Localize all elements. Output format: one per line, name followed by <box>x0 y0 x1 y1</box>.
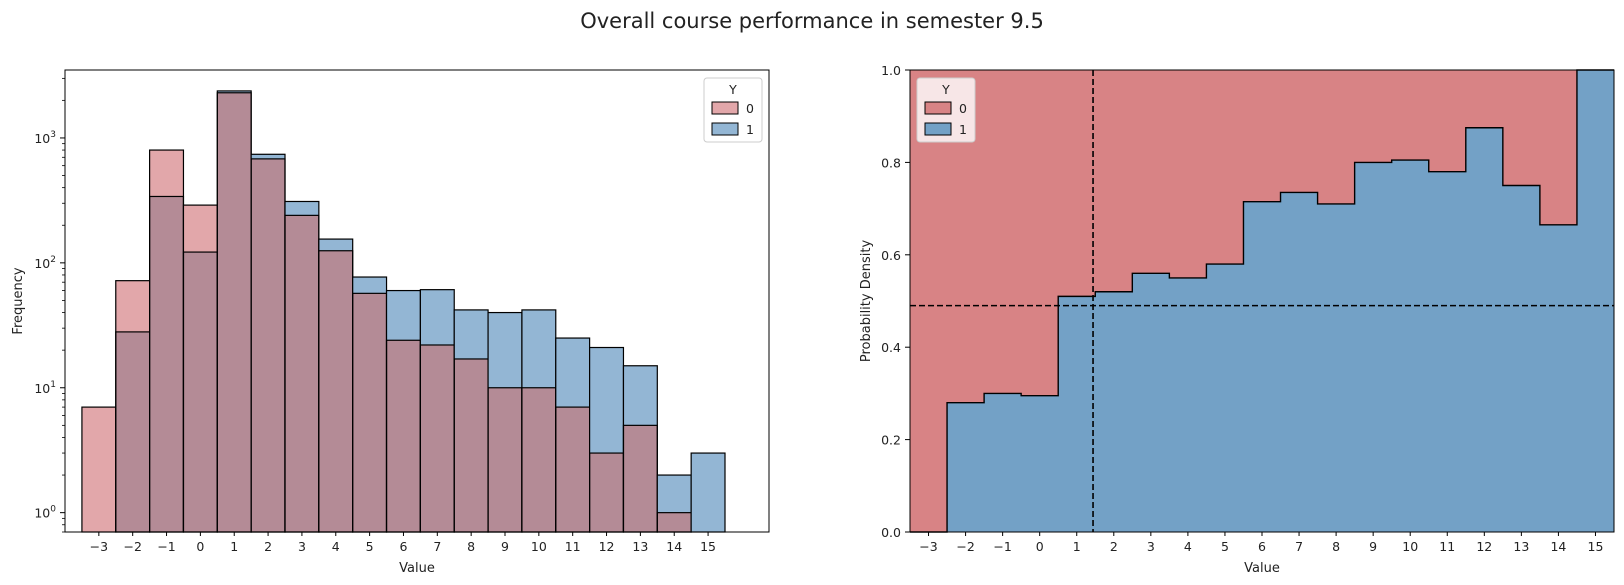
probability-x-tick-label: 15 <box>1588 539 1604 554</box>
histogram-bar-dominant <box>691 453 725 532</box>
probability-x-tick-label: 7 <box>1295 539 1303 554</box>
probability-x-axis-label: Value <box>1244 561 1280 576</box>
histogram-x-tick-label: 6 <box>399 539 407 554</box>
histogram-bar-overlap <box>149 196 184 532</box>
probability-fills <box>910 69 1614 533</box>
histogram-bar-overlap <box>251 158 285 532</box>
histogram-y-tick-label: 101 <box>34 380 56 396</box>
histogram-bar-overlap <box>217 92 252 532</box>
histogram-x-tick-label: −1 <box>157 539 175 554</box>
histogram-legend-label-0: 0 <box>746 101 754 116</box>
histogram-x-tick-label: 2 <box>264 539 272 554</box>
histogram-x-tick-label: 8 <box>467 539 475 554</box>
histogram-x-tick-label: 0 <box>196 539 204 554</box>
probability-y-tick-label: 1.0 <box>881 63 901 78</box>
histogram-bar-overlap <box>454 358 489 532</box>
histogram-legend-swatch-1 <box>711 122 739 136</box>
histogram-bar-overlap <box>386 340 421 532</box>
probability-y-axis-label: Probability Density <box>859 240 874 363</box>
histogram-bar-overlap <box>318 250 353 532</box>
probability-y-tick-label: 0.0 <box>881 525 901 540</box>
probability-y-tick-label: 0.8 <box>881 155 901 170</box>
probability-x-tick-label: −1 <box>993 539 1011 554</box>
histogram-x-tick-label: 13 <box>632 539 648 554</box>
histogram-bar-dominant <box>81 407 116 532</box>
probability-x-tick-label: 3 <box>1147 539 1155 554</box>
probability-x-tick-label: 9 <box>1369 539 1377 554</box>
probability-x-tick-label: 2 <box>1110 539 1118 554</box>
probability-reference-lines <box>910 70 1614 532</box>
probability-y-tick-label: 0.2 <box>881 433 901 448</box>
probability-panel: −3 −2 −1 0 1 2 3 4 5 6 7 8 9 10 11 12 13 14 15 0.00.20.40.… <box>859 63 1615 576</box>
probability-legend-title: Y <box>941 82 950 97</box>
probability-x-tick-label: 13 <box>1513 539 1529 554</box>
probability-x-tick-label: 11 <box>1439 539 1455 554</box>
histogram-panel: −3 −2 −1 0 1 2 3 4 5 6 7 8 9 10 11 12 13 14 15 10010110210… <box>11 69 770 576</box>
histogram-axes-frame <box>64 69 770 533</box>
histogram-x-tick-label: 10 <box>531 539 547 554</box>
probability-x-tick-label: 8 <box>1332 539 1340 554</box>
histogram-bar-overlap <box>285 215 319 532</box>
histogram-x-tick-label: 14 <box>666 539 682 554</box>
histogram-legend-title: Y <box>728 82 737 97</box>
histogram-x-tick-label: −3 <box>90 539 108 554</box>
histogram-x-tick-label: 11 <box>565 539 581 554</box>
probability-y-tick-label: 0.6 <box>881 248 901 263</box>
histogram-bar-overlap <box>657 512 692 532</box>
histogram-x-tick-label: 3 <box>298 539 306 554</box>
histogram-bar-overlap <box>555 407 590 532</box>
probability-x-ticks: −3 −2 −1 0 1 2 3 4 5 6 7 8 9 10 11 12 13 14 15 <box>919 532 1603 554</box>
histogram-y-tick-label: 102 <box>34 255 56 271</box>
histogram-bar-overlap <box>521 387 556 532</box>
probability-x-tick-label: 14 <box>1550 539 1566 554</box>
histogram-bar-overlap <box>623 425 658 532</box>
histogram-x-axis-label: Value <box>399 561 435 576</box>
probability-legend-swatch-0 <box>924 101 952 115</box>
probability-x-tick-label: 10 <box>1402 539 1418 554</box>
histogram-y-tick-label: 100 <box>34 505 56 521</box>
probability-x-tick-label: 0 <box>1036 539 1044 554</box>
histogram-x-tick-label: 1 <box>230 539 238 554</box>
histogram-x-tick-label: 9 <box>501 539 509 554</box>
probability-legend-label-1: 1 <box>959 122 967 137</box>
histogram-legend-swatch-0 <box>711 101 739 115</box>
histogram-legend: Y0 1 <box>703 77 763 143</box>
histogram-y-tick-label: 103 <box>34 130 56 146</box>
histogram-bar-overlap <box>352 293 387 532</box>
probability-legend: Y0 1 <box>916 77 976 143</box>
histogram-x-ticks: −3 −2 −1 0 1 2 3 4 5 6 7 8 9 10 11 12 13 14 15 <box>90 532 716 554</box>
probability-x-tick-label: 6 <box>1258 539 1266 554</box>
histogram-bar-overlap <box>488 387 522 532</box>
histogram-x-tick-label: 5 <box>366 539 374 554</box>
histogram-x-tick-label: 7 <box>433 539 441 554</box>
histogram-x-tick-label: 12 <box>599 539 615 554</box>
histogram-bar-overlap <box>183 252 218 533</box>
histogram-bars <box>81 90 726 533</box>
histogram-x-tick-label: 4 <box>332 539 340 554</box>
histogram-y-axis-label: Frequency <box>11 267 26 334</box>
histogram-x-tick-label: 15 <box>700 539 716 554</box>
histogram-bar-overlap <box>589 453 624 532</box>
probability-x-tick-label: −2 <box>956 539 974 554</box>
probability-x-tick-label: 5 <box>1221 539 1229 554</box>
histogram-x-tick-label: −2 <box>123 539 141 554</box>
probability-x-tick-label: 4 <box>1184 539 1192 554</box>
probability-x-tick-label: 1 <box>1073 539 1081 554</box>
probability-x-tick-label: 12 <box>1476 539 1492 554</box>
probability-step-line <box>910 69 1614 533</box>
histogram-legend-label-1: 1 <box>746 122 754 137</box>
probability-area-y1 <box>910 70 1614 532</box>
probability-y-ticks: 0.0 0.2 0.4 0.6 0.8 1.0 <box>881 63 910 540</box>
histogram-bar-overlap <box>115 331 150 532</box>
probability-y-tick-label: 0.4 <box>881 340 901 355</box>
figure-title: Overall course performance in semester 9… <box>580 9 1044 33</box>
histogram-bar-overlap <box>420 344 455 532</box>
histogram-y-ticks: 100 101 102 103 <box>34 77 65 533</box>
probability-x-tick-label: −3 <box>919 539 937 554</box>
probability-legend-swatch-1 <box>924 122 952 136</box>
probability-legend-label-0: 0 <box>959 101 967 116</box>
